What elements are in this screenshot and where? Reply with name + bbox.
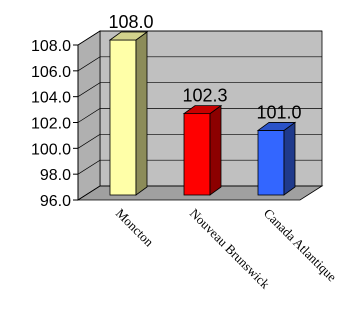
bar-top — [182, 105, 223, 115]
bar — [109, 39, 137, 196]
gridline — [77, 30, 322, 46]
bar — [183, 113, 211, 196]
gridline — [77, 82, 322, 97]
bar-side — [209, 104, 222, 196]
bars — [108, 31, 297, 196]
bar-top — [108, 31, 149, 41]
y-tick-label: 104.0 — [31, 90, 71, 107]
data-labels: 108.0 102.3 101.0 — [108, 12, 301, 122]
gridline — [77, 133, 322, 149]
gridline — [77, 159, 322, 175]
data-label: 102.3 — [182, 86, 227, 106]
bar-side — [135, 31, 148, 196]
category-label: Canada Atlantique — [261, 206, 340, 285]
y-tick-label: 106.0 — [31, 64, 71, 81]
y-tick-label: 98.0 — [40, 167, 71, 184]
gridline — [77, 56, 322, 72]
gridline — [77, 108, 322, 123]
bar-top — [256, 122, 297, 131]
gridline — [77, 185, 322, 201]
category-label: Moncton — [113, 206, 157, 250]
y-tick-label: 96.0 — [40, 193, 71, 210]
bar-side — [283, 121, 296, 196]
y-axis: 96.0 98.0 100.0 102.0 104.0 106.0 108.0 — [31, 38, 79, 210]
data-label: 101.0 — [256, 102, 301, 122]
category-label: Nouveau Brunswick — [187, 206, 273, 292]
data-label: 108.0 — [108, 12, 153, 32]
gridlines — [77, 30, 322, 201]
y-tick-label: 102.0 — [31, 116, 71, 133]
bar — [257, 130, 285, 196]
y-tick-label: 108.0 — [31, 38, 71, 55]
y-tick-label: 100.0 — [31, 141, 71, 158]
